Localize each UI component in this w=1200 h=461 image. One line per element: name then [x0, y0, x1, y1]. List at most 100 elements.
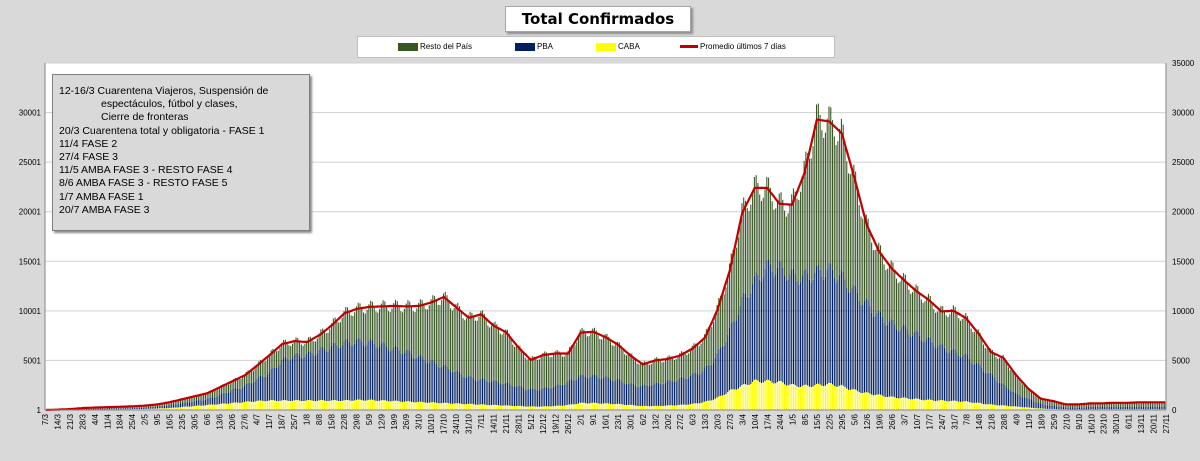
bar-resto: [1023, 385, 1025, 398]
bar-caba: [325, 400, 327, 410]
bar-resto: [597, 335, 599, 378]
bar-resto: [608, 336, 610, 378]
bar-caba: [537, 406, 539, 410]
y-right-tick: 30000: [1172, 109, 1195, 118]
bar-pba: [215, 397, 217, 405]
bar-pba: [1007, 389, 1009, 407]
bar-resto: [551, 356, 553, 389]
bar-pba: [1164, 406, 1166, 410]
bar-caba: [320, 400, 322, 410]
bar-resto: [526, 359, 528, 390]
bar-pba: [304, 356, 306, 401]
bar-caba: [476, 404, 478, 410]
bar-pba: [391, 349, 393, 402]
bar-caba: [384, 400, 386, 410]
bar-resto: [1041, 398, 1043, 404]
bar-pba: [382, 341, 384, 401]
bar-resto: [219, 386, 221, 395]
bar-resto: [888, 263, 890, 322]
bar-caba: [593, 402, 596, 410]
bar-resto: [1144, 402, 1146, 407]
bar-resto: [243, 374, 246, 386]
bar-resto: [1109, 403, 1111, 407]
bar-pba: [132, 408, 134, 410]
bar-resto: [782, 199, 784, 268]
bar-resto: [371, 301, 373, 341]
bar-caba: [846, 388, 848, 410]
bar-pba: [590, 376, 592, 404]
bar-pba: [723, 345, 725, 396]
bar-resto: [672, 358, 674, 382]
bar-caba: [874, 395, 876, 410]
bar-resto: [681, 351, 683, 377]
bar-resto: [1078, 404, 1081, 408]
bar-pba: [609, 379, 612, 404]
bar-resto: [474, 320, 477, 381]
bar-caba: [469, 403, 471, 410]
bar-caba: [275, 400, 278, 410]
bar-caba: [414, 402, 416, 410]
bar-pba: [1078, 407, 1081, 410]
bar-caba: [231, 402, 233, 410]
x-tick: 27/6: [240, 413, 249, 429]
bar-resto: [332, 318, 334, 343]
bar-caba: [370, 399, 372, 410]
bar-caba: [430, 402, 432, 410]
bar-resto: [210, 390, 212, 398]
bar-caba: [1052, 408, 1054, 410]
bar-pba: [275, 367, 278, 401]
bar-resto: [903, 272, 905, 325]
bar-pba: [808, 279, 810, 387]
bar-resto: [750, 204, 752, 294]
bar-resto: [435, 300, 437, 365]
bar-resto: [1030, 391, 1033, 401]
bar-caba: [437, 403, 439, 410]
bar-resto: [929, 295, 931, 338]
bar-resto: [728, 263, 731, 328]
bar-resto: [972, 332, 974, 365]
bar-caba: [577, 403, 580, 410]
bar-pba: [631, 382, 633, 405]
bar-pba: [231, 389, 233, 403]
bar-pba: [505, 382, 507, 406]
bar-caba: [528, 406, 530, 410]
bar-pba: [824, 276, 826, 386]
bar-pba: [919, 335, 921, 400]
bar-resto: [1135, 402, 1137, 407]
bar-caba: [569, 404, 571, 410]
bar-resto: [231, 380, 233, 390]
avg-line: [45, 118, 1166, 412]
bar-caba: [1007, 406, 1009, 410]
bar-caba: [306, 400, 308, 410]
bar-pba: [331, 345, 333, 401]
bar-resto: [1018, 378, 1020, 396]
bar-caba: [444, 402, 446, 410]
bar-pba: [704, 368, 706, 402]
bar-resto: [270, 350, 272, 369]
bar-resto: [1014, 372, 1017, 393]
bar-caba: [807, 385, 809, 410]
bar-resto: [611, 345, 613, 381]
bar-caba: [983, 403, 985, 410]
bar-pba: [547, 387, 549, 407]
bar-caba: [1043, 408, 1045, 410]
bar-pba: [695, 372, 697, 404]
bar-pba: [185, 402, 187, 407]
bar-pba: [1153, 406, 1155, 410]
bar-caba: [521, 406, 523, 410]
bar-pba: [387, 350, 389, 402]
bar-resto: [299, 341, 301, 356]
bar-caba: [217, 404, 219, 410]
bar-pba: [803, 270, 805, 385]
bar-caba: [771, 382, 773, 410]
bar-resto: [800, 191, 802, 283]
x-tick: 13/6: [215, 413, 224, 429]
bar-resto: [460, 312, 462, 375]
x-tick: 28/11: [514, 413, 523, 433]
bar-pba: [569, 379, 571, 405]
bar-pba: [633, 383, 635, 406]
bar-resto: [398, 306, 400, 351]
bar-caba: [220, 403, 222, 410]
bar-pba: [462, 376, 464, 405]
bar-resto: [1029, 389, 1031, 399]
